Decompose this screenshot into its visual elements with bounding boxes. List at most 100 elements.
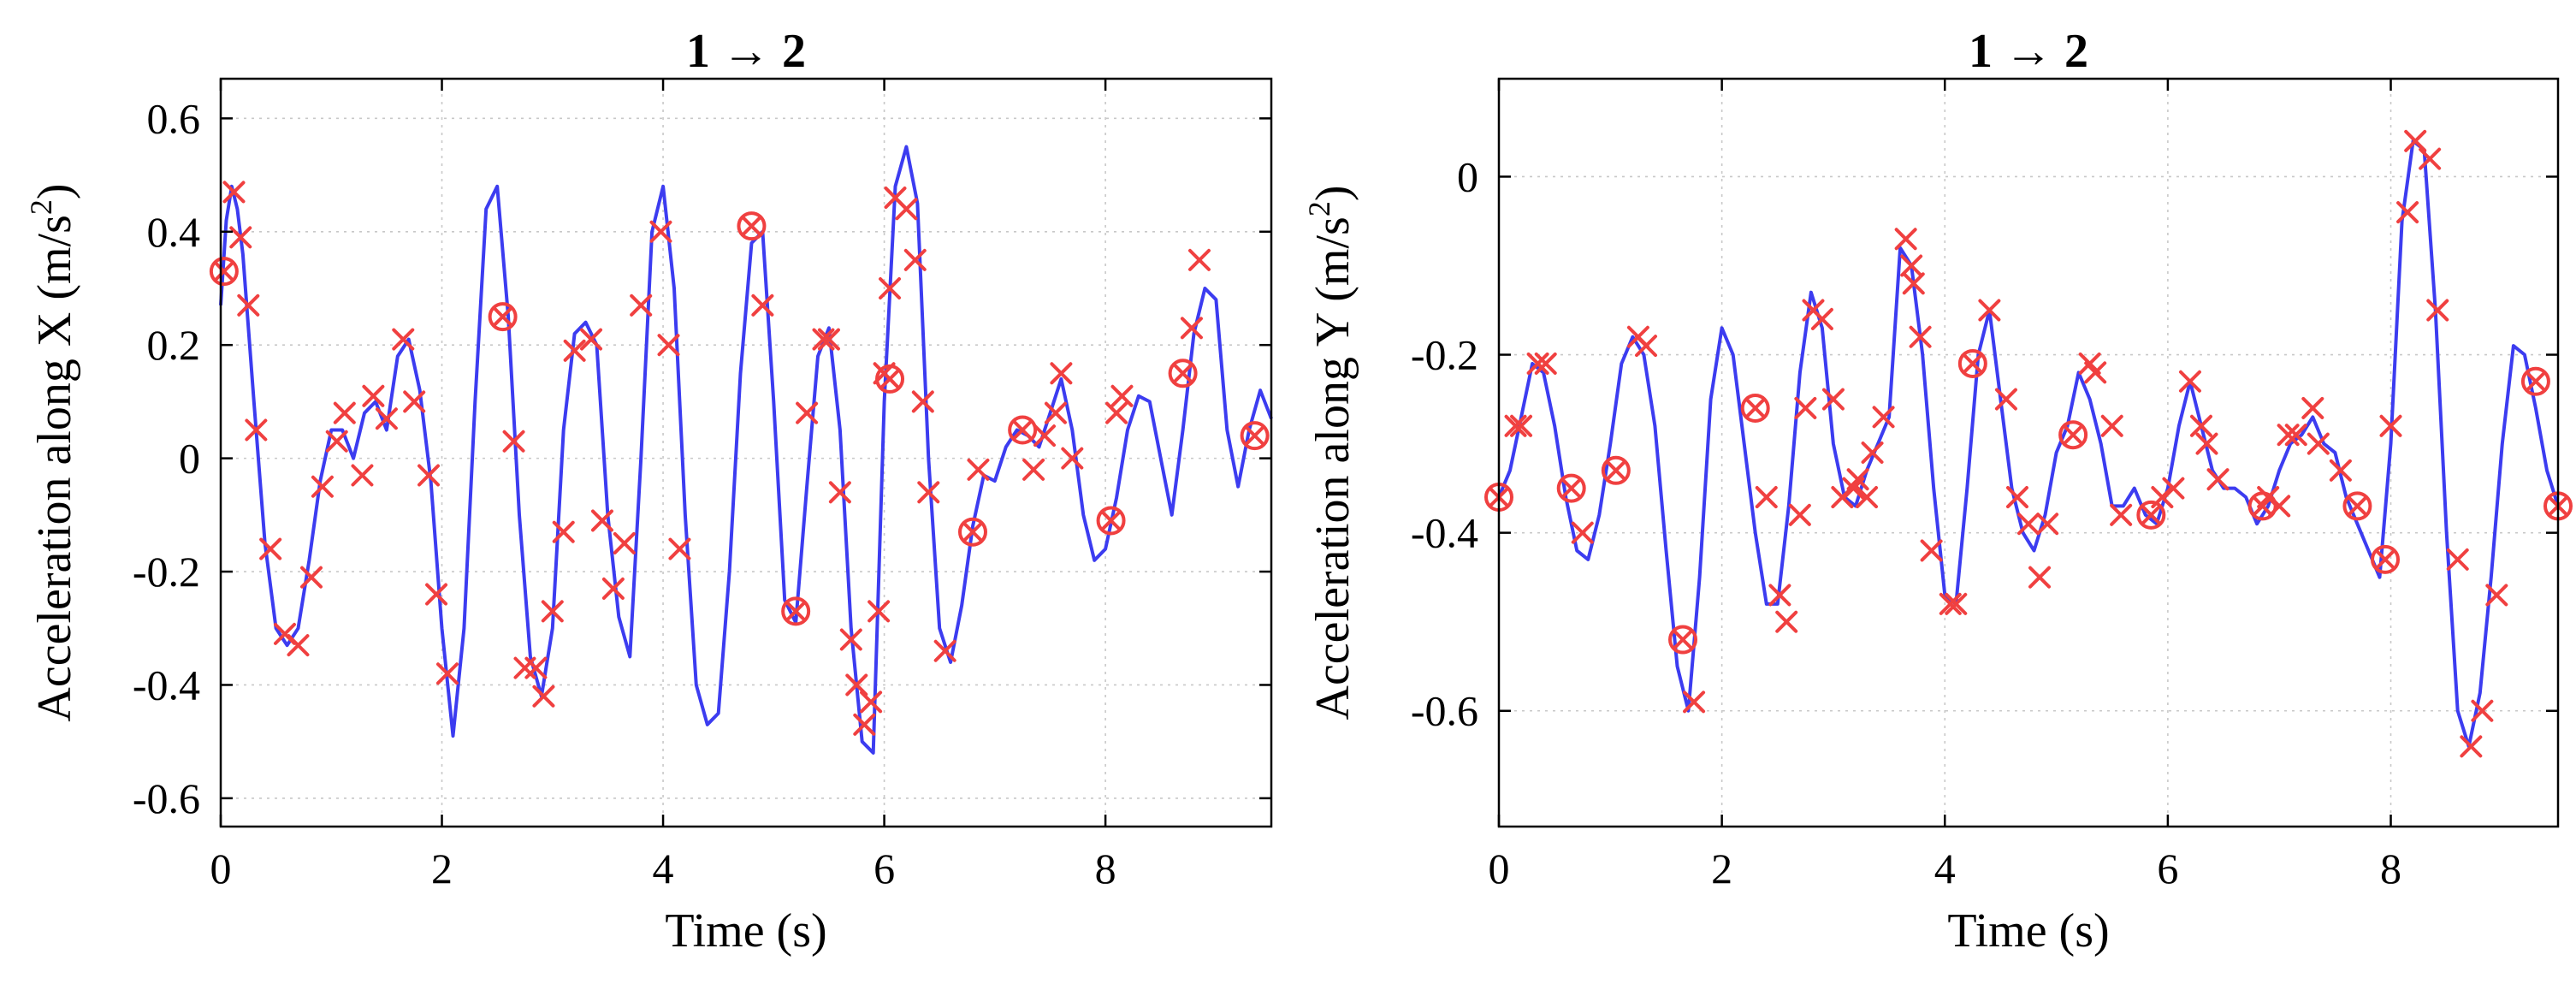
circled-x-stroke (2141, 505, 2161, 525)
circled-x-marker (1168, 359, 1198, 388)
x-marker (541, 600, 564, 623)
x-marker (1061, 447, 1084, 470)
circled-x-marker (1957, 348, 1987, 378)
x-marker (2485, 584, 2508, 607)
x-marker (1526, 352, 1549, 375)
x-marker (333, 401, 356, 424)
circled-x-stroke (1606, 460, 1626, 480)
x-marker-stroke (2110, 503, 2133, 526)
x-marker-stroke (613, 531, 636, 554)
x-marker-stroke (229, 226, 252, 249)
x-marker-stroke (2178, 370, 2201, 393)
circled-x-ring (781, 596, 811, 626)
x-marker (392, 328, 415, 351)
x-marker-stroke (1526, 352, 1549, 375)
circled-x-marker (488, 302, 518, 332)
x-marker-stroke (273, 622, 296, 645)
x-marker-stroke (1768, 584, 1791, 607)
circled-x-stroke (493, 307, 512, 327)
x-marker-stroke (2379, 414, 2402, 437)
y-tick-label: -0.4 (133, 661, 200, 708)
x-marker-stroke (1846, 468, 1869, 491)
y-tick-label: -0.6 (1411, 687, 1478, 735)
x-marker (245, 418, 268, 442)
y-axis-label-close: ) (28, 183, 81, 199)
x-marker (2426, 299, 2449, 322)
x-marker-stroke (2195, 432, 2218, 455)
x-tick-label: 2 (1711, 845, 1732, 892)
x-marker-stroke (2471, 699, 2494, 722)
x-marker (1755, 486, 1778, 509)
x-marker (2446, 548, 2469, 571)
x-marker (1861, 442, 1884, 464)
x-marker (2017, 513, 2040, 536)
x-marker (1856, 486, 1879, 509)
circled-x-marker (2058, 420, 2088, 450)
circled-x-marker (2520, 366, 2550, 396)
circled-x-marker (781, 596, 811, 626)
x-marker-stroke (2078, 352, 2101, 375)
x-marker (2084, 361, 2107, 384)
x-marker (1022, 458, 1045, 481)
x-marker-stroke (853, 713, 876, 736)
x-marker (1794, 396, 1817, 419)
x-marker (1180, 317, 1203, 340)
x-marker (2284, 424, 2307, 447)
x-marker-stroke (895, 198, 918, 221)
x-marker-stroke (2084, 361, 2107, 384)
circled-x-stroke (1673, 630, 1693, 649)
circled-x-ring (2520, 366, 2550, 396)
series-line (219, 145, 1273, 755)
circled-x-marker (1740, 393, 1770, 423)
x-marker-stroke (1510, 414, 1533, 437)
x-marker-stroke (1105, 401, 1128, 424)
x-marker-stroke (1683, 691, 1706, 714)
x-marker-stroke (287, 634, 310, 657)
x-marker (2036, 513, 2059, 536)
circled-x-ring (488, 302, 518, 332)
x-marker-stroke (362, 384, 385, 407)
x-marker-stroke (2301, 396, 2324, 419)
x-marker (375, 407, 398, 430)
circled-x-ring (2247, 491, 2277, 521)
x-marker (839, 628, 862, 651)
x-marker (2028, 566, 2052, 589)
y-tick-label: -0.2 (133, 548, 200, 596)
x-marker (860, 691, 883, 714)
x-marker (895, 198, 918, 221)
x-tick-label: 6 (873, 845, 895, 892)
x-marker-stroke (259, 537, 282, 560)
x-marker (2329, 459, 2352, 482)
x-marker (2396, 201, 2419, 224)
x-marker-stroke (1939, 592, 1962, 615)
circled-x-marker (2371, 544, 2401, 574)
x-marker (590, 509, 613, 532)
x-marker (1033, 424, 1057, 448)
x-marker-stroke (1810, 307, 1833, 330)
x-marker (1044, 401, 1067, 424)
x-marker (2277, 424, 2300, 447)
plot-frame (219, 77, 1273, 828)
x-marker-stroke (1775, 610, 1798, 633)
x-marker-stroke (2036, 513, 2059, 536)
x-marker (1050, 362, 1073, 385)
circled-x-stroke (1101, 511, 1121, 531)
x-marker (362, 384, 385, 407)
x-marker-stroke (2005, 486, 2028, 509)
x-marker (967, 458, 990, 481)
y-axis-label: Acceleration along Y (m/s2) (1302, 186, 1359, 720)
x-marker-stroke (2277, 424, 2300, 447)
x-marker (351, 464, 374, 487)
x-marker-stroke (1050, 362, 1073, 385)
circled-x-ring (2136, 500, 2166, 530)
circled-x-ring (1601, 455, 1631, 485)
circled-x-stroke (214, 262, 234, 282)
x-marker (2195, 432, 2218, 455)
circled-x-stroke (2253, 496, 2272, 516)
x-marker-stroke (2028, 566, 2052, 589)
x-marker (403, 390, 426, 413)
circled-x-ring (1668, 625, 1698, 655)
circled-x-stroke (1745, 398, 1765, 418)
y-tick-label: 0 (179, 435, 200, 483)
x-marker-stroke (2404, 129, 2427, 152)
